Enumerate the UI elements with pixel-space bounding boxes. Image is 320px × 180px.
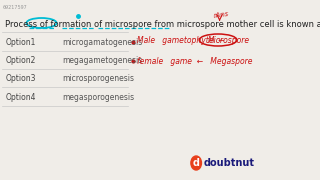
Text: microsporogenesis: microsporogenesis [63,73,135,82]
Text: Process of formation of microspore from microspore mother cell is known as: Process of formation of microspore from … [5,20,320,29]
Text: rAns: rAns [213,11,230,19]
Text: megagametogenesis: megagametogenesis [63,55,143,64]
Text: d: d [193,158,200,168]
Text: megasporogenesis: megasporogenesis [63,93,135,102]
Text: microgamatogenesis: microgamatogenesis [63,37,143,46]
Text: Male   gametophyte  ←: Male gametophyte ← [137,35,224,44]
Text: female   game  ←   Megaspore: female game ← Megaspore [137,57,252,66]
Circle shape [191,156,202,170]
Text: Option4: Option4 [5,93,36,102]
Text: Option3: Option3 [5,73,36,82]
Text: doubtnut: doubtnut [204,158,255,168]
Text: 69217597: 69217597 [2,5,27,10]
Text: Microspore: Microspore [208,35,250,44]
Text: Option2: Option2 [5,55,36,64]
Text: Option1: Option1 [5,37,36,46]
